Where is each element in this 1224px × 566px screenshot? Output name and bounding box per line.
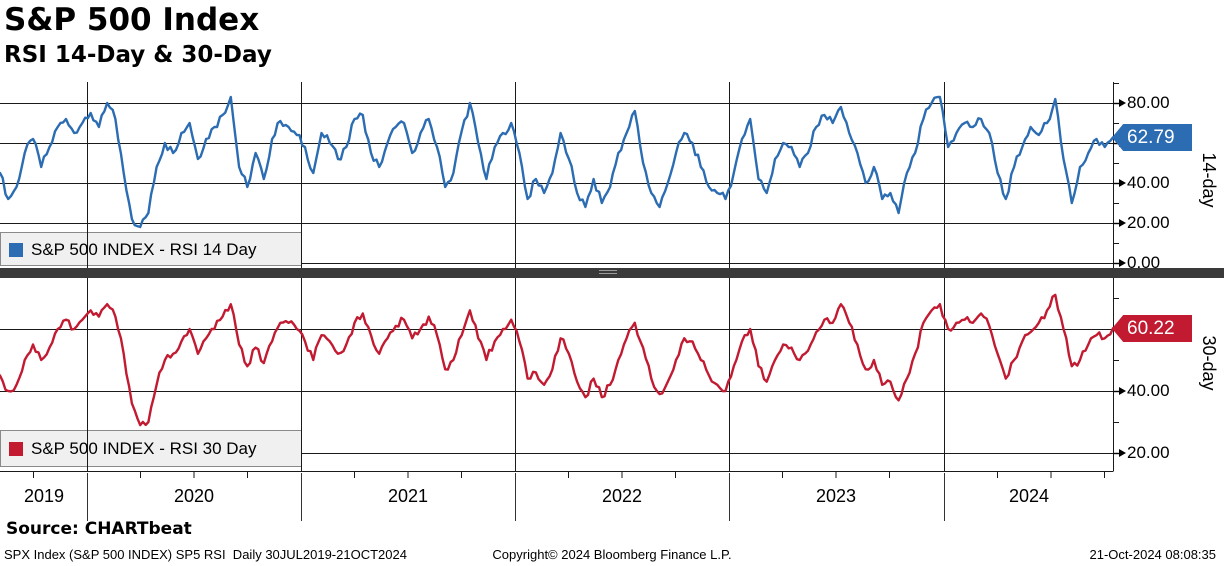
ytick-14day-80: 80.00 <box>1127 93 1170 112</box>
page-title: S&P 500 Index <box>4 2 260 38</box>
legend-label-30day: S&P 500 INDEX - RSI 30 Day <box>31 438 257 458</box>
xtick-year-2023: 2023 <box>815 486 857 506</box>
legend-swatch-30day-icon <box>9 441 23 456</box>
security-meta-text: SPX Index (S&P 500 INDEX) SP5 RSI Daily … <box>4 547 407 562</box>
ytick-30day-40: 40.00 <box>1127 381 1170 400</box>
xtick-year-2022: 2022 <box>601 486 643 506</box>
splitter-grip-icon <box>599 270 617 276</box>
timestamp-text: 21-Oct-2024 08:08:35 <box>1089 547 1216 562</box>
legend-rsi-14day[interactable]: S&P 500 INDEX - RSI 14 Day <box>0 233 302 266</box>
legend-swatch-14day-icon <box>9 242 23 257</box>
source-note: Source: CHARTbeat <box>6 519 192 539</box>
xtick-year-2021: 2021 <box>387 486 429 506</box>
xtick-year-2024: 2024 <box>1008 486 1050 506</box>
ytick-30day-20: 20.00 <box>1127 443 1170 462</box>
ytick-14day-40: 40.00 <box>1127 173 1170 192</box>
copyright-text: Copyright© 2024 Bloomberg Finance L.P. <box>492 547 732 562</box>
page-subtitle: RSI 14-Day & 30-Day <box>4 42 272 68</box>
xtick-year-2020: 2020 <box>173 486 215 506</box>
ytick-14day-0: 0.00 <box>1127 253 1161 272</box>
legend-label-14day: S&P 500 INDEX - RSI 14 Day <box>31 239 257 259</box>
last-value-badge-14day: 62.79 <box>1112 124 1192 151</box>
ytick-14day-20: 20.00 <box>1127 213 1170 232</box>
xtick-year-2019: 2019 <box>23 486 65 506</box>
panel-splitter-bar[interactable] <box>0 268 1224 278</box>
legend-rsi-30day[interactable]: S&P 500 INDEX - RSI 30 Day <box>0 430 302 467</box>
axis-label-14day: 14-day <box>1199 152 1219 208</box>
last-value-badge-30day: 60.22 <box>1112 315 1192 342</box>
axis-label-30day: 30-day <box>1199 335 1219 391</box>
